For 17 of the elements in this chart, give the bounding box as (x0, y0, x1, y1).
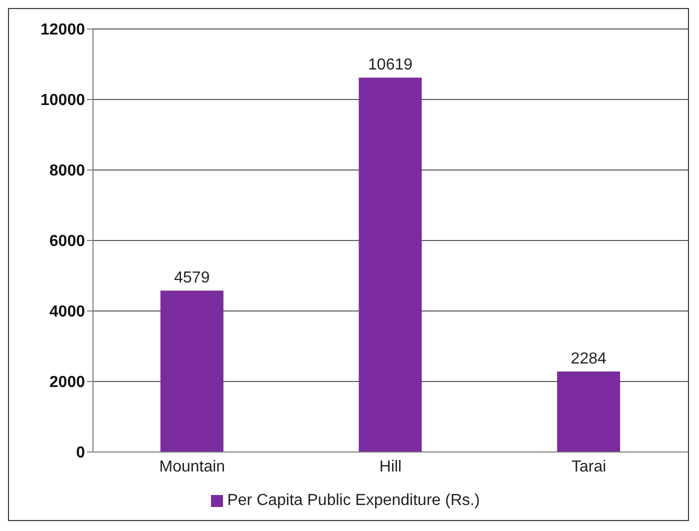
bar (557, 371, 620, 452)
data-label: 4579 (174, 270, 210, 287)
y-tick-label: 6000 (49, 233, 86, 250)
bar (160, 290, 224, 452)
x-tick-label: Tarai (571, 458, 606, 476)
x-tick-label: Mountain (159, 458, 226, 476)
y-tick-label: 12000 (40, 22, 86, 39)
y-tick-label: 2000 (49, 374, 86, 392)
legend-label: Per Capita Public Expenditure (Rs.) (227, 492, 480, 509)
y-tick-label: 4000 (49, 304, 86, 321)
y-tick-label: 8000 (49, 162, 86, 180)
y-tick-label: 10000 (40, 92, 86, 110)
data-label: 10619 (368, 56, 413, 74)
bar (358, 78, 422, 452)
x-tick-label: Hill (379, 458, 402, 476)
y-tick-label: 0 (76, 444, 86, 462)
data-label: 2284 (570, 350, 606, 368)
